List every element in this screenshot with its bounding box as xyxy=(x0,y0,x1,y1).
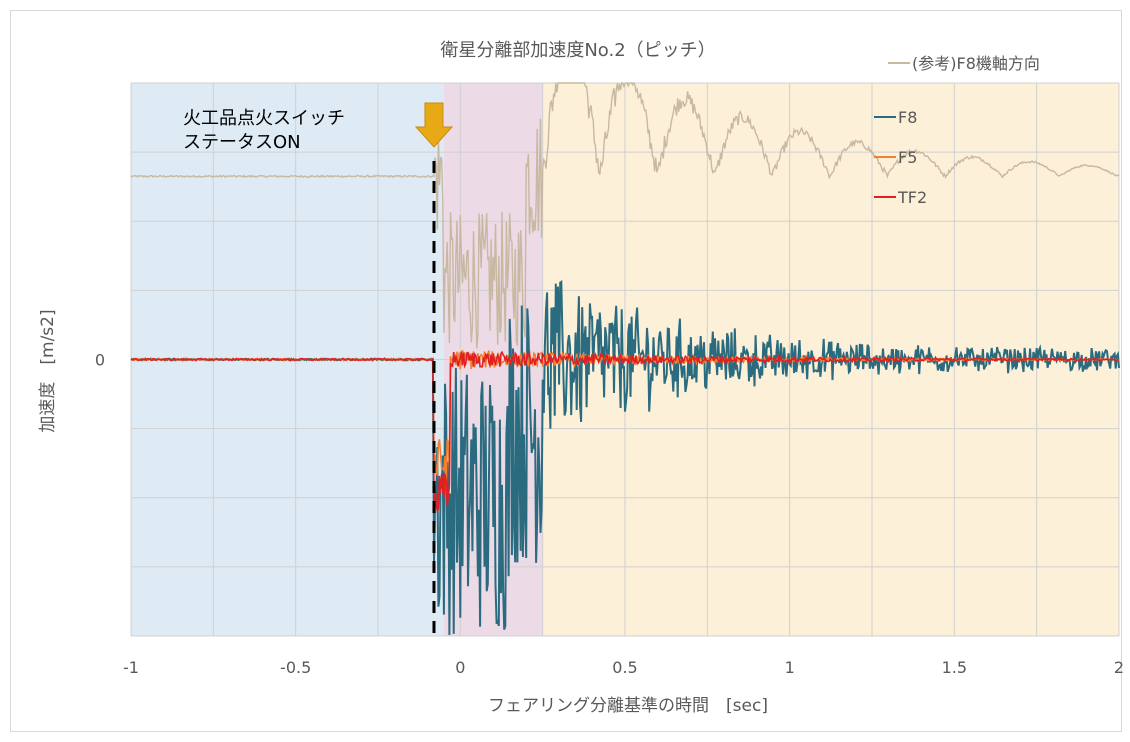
event-label: 火工品点火スイッチ xyxy=(183,108,345,129)
y-tick-labels: 0 xyxy=(95,351,105,370)
chart-frame: 火工品点火スイッチ ステータスON 衛星分離部加速度No.2（ピッチ） -1 -0.… xyxy=(10,10,1123,732)
y-axis-label: 加速度 [m/s2] xyxy=(38,309,58,432)
x-tick-labels: -1 -0.5 0 0.5 1 1.5 2 xyxy=(123,658,1123,677)
event-label: ステータスON xyxy=(183,132,301,153)
down-arrow-icon xyxy=(414,102,454,148)
y-tick-label: 0 xyxy=(95,351,105,370)
legend-label: F8 xyxy=(898,108,917,127)
chart-title: 衛星分離部加速度No.2（ピッチ） xyxy=(440,40,715,61)
x-tick-label: 0.5 xyxy=(612,658,637,677)
series-line-0 xyxy=(130,81,1120,349)
legend: (参考)F8機軸方向 F8 F5 TF2 xyxy=(874,54,1040,207)
x-tick-label: -0.5 xyxy=(280,658,311,677)
legend-label: TF2 xyxy=(897,188,927,207)
x-tick-label: 1.5 xyxy=(942,658,967,677)
series-line-3 xyxy=(130,349,1120,514)
x-tick-label: 0 xyxy=(455,658,465,677)
legend-label: F5 xyxy=(898,148,917,167)
series-lines xyxy=(130,81,1120,636)
x-tick-label: 2 xyxy=(1114,658,1123,677)
x-tick-label: 1 xyxy=(785,658,795,677)
legend-label: (参考)F8機軸方向 xyxy=(912,54,1040,73)
x-tick-label: -1 xyxy=(123,658,139,677)
x-axis-label: フェアリング分離基準の時間 [sec] xyxy=(488,696,768,716)
